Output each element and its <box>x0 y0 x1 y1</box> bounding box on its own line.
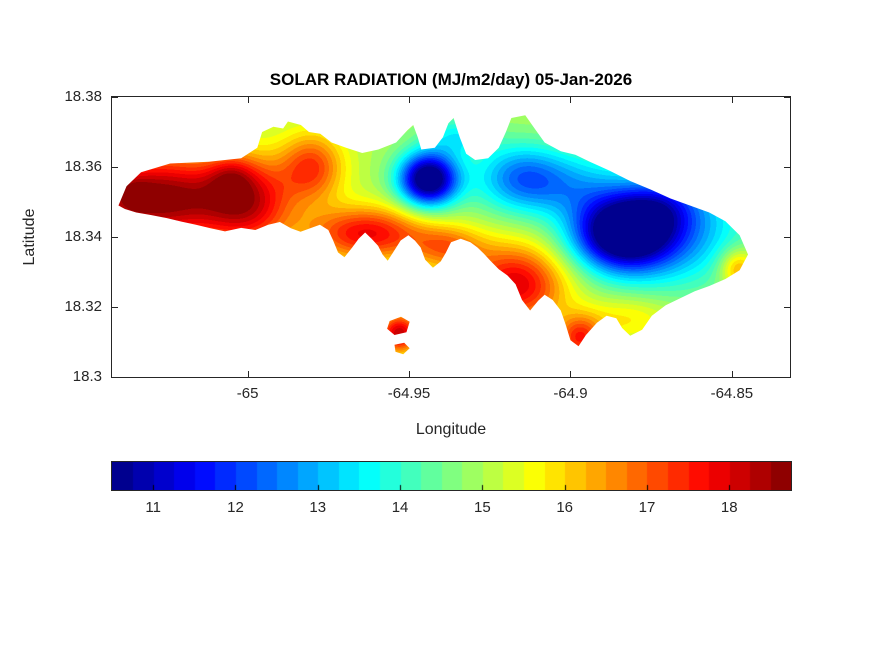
x-tick-label: -64.9 <box>553 385 588 402</box>
colorbar-tick-label: 12 <box>227 499 244 516</box>
colorbar-tick-label: 15 <box>474 499 491 516</box>
x-axis-tick-mark <box>731 97 733 103</box>
x-tick-label: -64.85 <box>710 385 754 402</box>
x-axis-tick-mark <box>409 371 411 377</box>
colorbar-tick-label: 14 <box>391 499 409 516</box>
y-tick-label: 18.36 <box>64 158 102 175</box>
y-axis-tick-mark <box>784 97 790 98</box>
x-axis-tick-mark <box>409 97 411 103</box>
y-tick-label: 18.38 <box>64 88 102 105</box>
colorbar-tick-label: 17 <box>638 499 656 516</box>
colorbar-tick-label: 13 <box>309 499 327 516</box>
x-tick-label: -64.95 <box>387 385 431 402</box>
x-axis-label: Longitude <box>415 421 487 438</box>
y-axis-tick-mark <box>784 307 790 308</box>
colorbar <box>111 461 792 491</box>
colorbar-gradient <box>112 462 791 490</box>
colorbar-tick-label: 11 <box>145 499 161 516</box>
y-axis-tick-mark <box>784 237 790 238</box>
y-axis-tick-mark <box>112 167 118 168</box>
y-tick-label: 18.3 <box>72 368 102 385</box>
plot-area <box>111 96 791 378</box>
y-axis-tick-mark <box>784 167 790 168</box>
colorbar-tick-label: 16 <box>556 499 573 516</box>
contour-map-canvas <box>112 97 790 377</box>
x-axis-tick-mark <box>570 371 572 377</box>
x-axis-tick-mark <box>247 97 249 103</box>
chart-title: SOLAR RADIATION (MJ/m2/day) 05-Jan-2026 <box>269 70 633 89</box>
y-axis-tick-mark <box>112 377 118 378</box>
x-tick-label: -65 <box>236 385 259 402</box>
x-axis-tick-mark <box>731 371 733 377</box>
y-axis-tick-mark <box>784 377 790 378</box>
y-axis-label: Latitude <box>21 208 38 266</box>
y-axis-tick-mark <box>112 307 118 308</box>
y-tick-label: 18.32 <box>64 298 102 315</box>
y-tick-label: 18.34 <box>64 228 102 245</box>
colorbar-tick-label: 18 <box>720 499 738 516</box>
y-axis-tick-mark <box>112 237 118 238</box>
y-axis-tick-mark <box>112 97 118 98</box>
x-axis-tick-mark <box>247 371 249 377</box>
x-axis-tick-mark <box>570 97 572 103</box>
